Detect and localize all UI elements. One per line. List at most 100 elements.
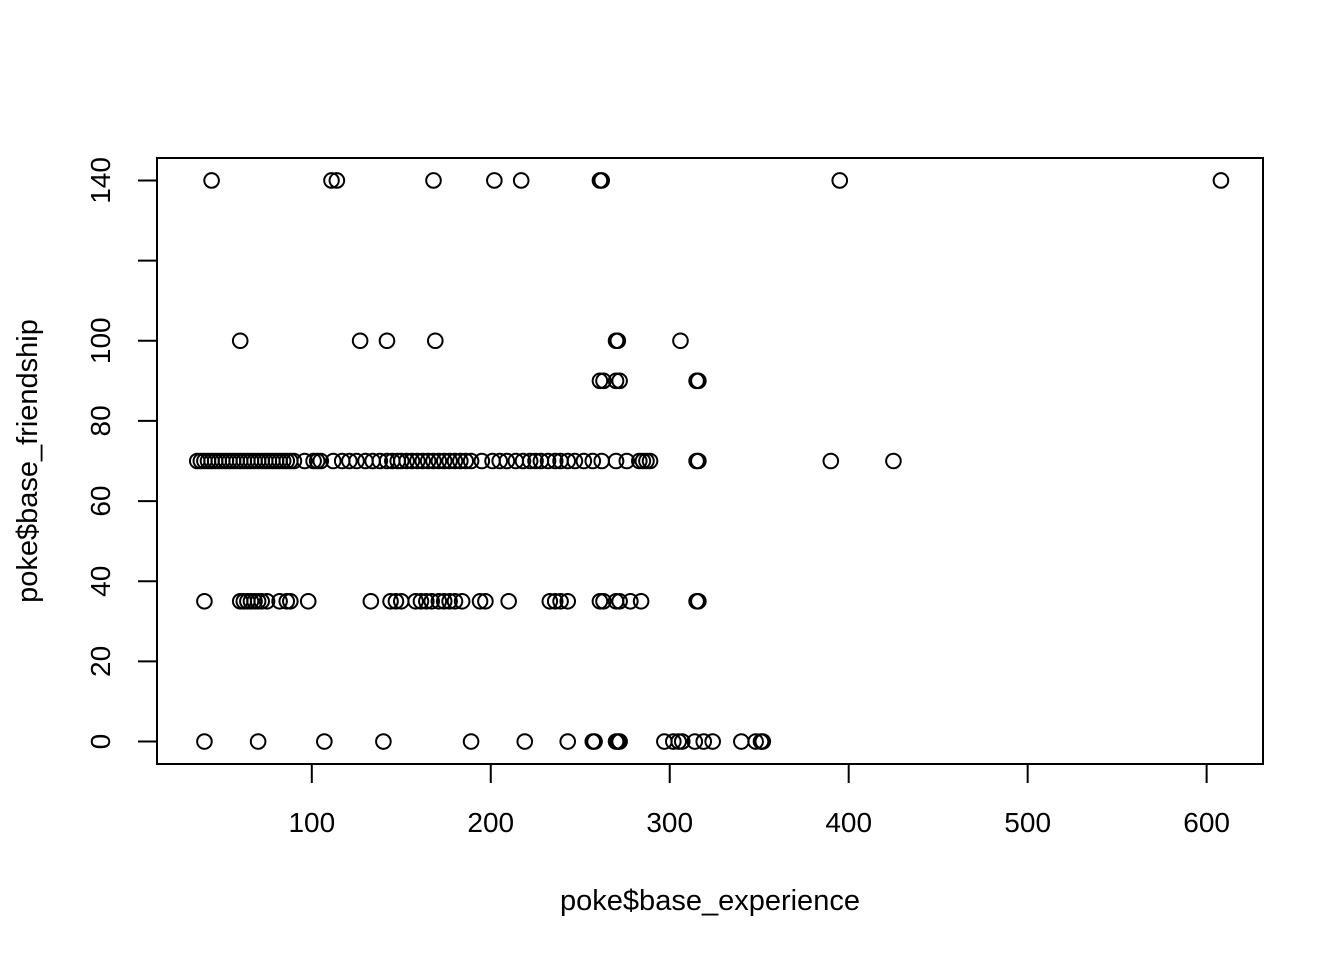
x-tick-label: 600 bbox=[1183, 807, 1230, 838]
data-point bbox=[324, 452, 342, 470]
y-axis: 0 20 40 60 80 100 140 bbox=[85, 157, 158, 750]
data-point bbox=[552, 592, 569, 610]
data-point bbox=[632, 592, 650, 610]
data-point bbox=[584, 452, 602, 470]
data-point bbox=[690, 372, 707, 390]
data-point bbox=[435, 592, 453, 610]
data-point bbox=[885, 452, 902, 470]
data-point bbox=[407, 592, 424, 610]
x-tick-label: 500 bbox=[1004, 807, 1051, 838]
data-point bbox=[665, 733, 682, 750]
data-point bbox=[595, 372, 612, 390]
data-point bbox=[754, 733, 772, 750]
data-point bbox=[425, 452, 442, 470]
data-point bbox=[446, 592, 464, 610]
x-tick-label: 200 bbox=[467, 807, 514, 838]
data-point bbox=[527, 452, 544, 470]
data-point bbox=[473, 452, 491, 470]
data-point bbox=[559, 733, 577, 750]
data-point bbox=[1212, 172, 1230, 189]
data-point bbox=[477, 592, 494, 610]
y-tick-label: 0 bbox=[85, 734, 116, 750]
data-point bbox=[423, 592, 441, 610]
data-point bbox=[196, 733, 213, 750]
data-point bbox=[500, 592, 517, 610]
data-point bbox=[595, 592, 612, 610]
data-point bbox=[231, 332, 249, 350]
data-point bbox=[486, 172, 503, 189]
data-point bbox=[618, 452, 636, 470]
data-point bbox=[822, 452, 840, 470]
y-axis-title: poke$base_friendship bbox=[12, 319, 44, 603]
data-point bbox=[593, 452, 611, 470]
data-point bbox=[328, 172, 346, 189]
y-tick-label: 100 bbox=[85, 317, 116, 364]
data-point bbox=[462, 452, 480, 470]
data-point bbox=[253, 592, 270, 610]
data-point bbox=[362, 592, 380, 610]
data-point bbox=[546, 452, 564, 470]
data-point bbox=[425, 172, 442, 189]
data-point bbox=[512, 172, 530, 189]
y-tick-label: 40 bbox=[85, 566, 116, 597]
data-point bbox=[203, 172, 220, 189]
data-point bbox=[521, 452, 539, 470]
x-tick-label: 100 bbox=[288, 807, 335, 838]
data-point bbox=[387, 592, 405, 610]
data-point bbox=[673, 733, 691, 750]
data-point bbox=[312, 452, 330, 470]
data-point bbox=[641, 452, 659, 470]
data-point bbox=[375, 733, 392, 750]
data-point bbox=[403, 452, 421, 470]
data-point bbox=[323, 172, 340, 189]
data-point bbox=[831, 172, 849, 189]
data-point bbox=[539, 452, 557, 470]
data-point bbox=[516, 733, 534, 750]
data-point bbox=[593, 172, 611, 189]
data-point bbox=[559, 592, 577, 610]
data-point bbox=[271, 592, 288, 610]
data-point bbox=[704, 733, 721, 750]
data-point bbox=[351, 332, 369, 350]
data-point bbox=[453, 592, 471, 610]
data-point bbox=[392, 452, 410, 470]
data-point bbox=[371, 452, 389, 470]
x-axis: 100 200 300 400 500 600 bbox=[288, 763, 1230, 838]
data-point bbox=[462, 733, 480, 750]
data-point bbox=[546, 592, 564, 610]
data-point bbox=[418, 592, 435, 610]
y-tick-label: 20 bbox=[85, 646, 116, 677]
data-point bbox=[611, 592, 628, 610]
data-point bbox=[258, 592, 276, 610]
data-point bbox=[686, 733, 704, 750]
data-point bbox=[296, 452, 313, 470]
data-point bbox=[282, 592, 299, 610]
y-tick-label: 140 bbox=[85, 157, 116, 204]
data-point bbox=[566, 452, 584, 470]
data-point bbox=[430, 592, 448, 610]
data-point bbox=[471, 592, 489, 610]
plot-box bbox=[156, 157, 1264, 765]
data-point bbox=[611, 372, 628, 390]
data-point bbox=[452, 452, 469, 470]
data-point bbox=[622, 592, 639, 610]
data-point bbox=[285, 452, 303, 470]
data-point bbox=[559, 452, 577, 470]
data-point bbox=[541, 592, 559, 610]
data-point bbox=[514, 452, 532, 470]
data-point bbox=[382, 592, 399, 610]
data-point bbox=[348, 452, 365, 470]
data-point bbox=[412, 592, 430, 610]
data-point bbox=[491, 452, 509, 470]
data-point bbox=[441, 592, 458, 610]
data-point bbox=[591, 592, 609, 610]
data-point bbox=[498, 452, 516, 470]
data-point bbox=[426, 332, 444, 350]
data-point bbox=[299, 592, 317, 610]
data-points bbox=[188, 172, 1230, 750]
data-point bbox=[672, 332, 689, 350]
data-point bbox=[419, 452, 437, 470]
data-point bbox=[733, 733, 750, 750]
data-point bbox=[378, 332, 396, 350]
